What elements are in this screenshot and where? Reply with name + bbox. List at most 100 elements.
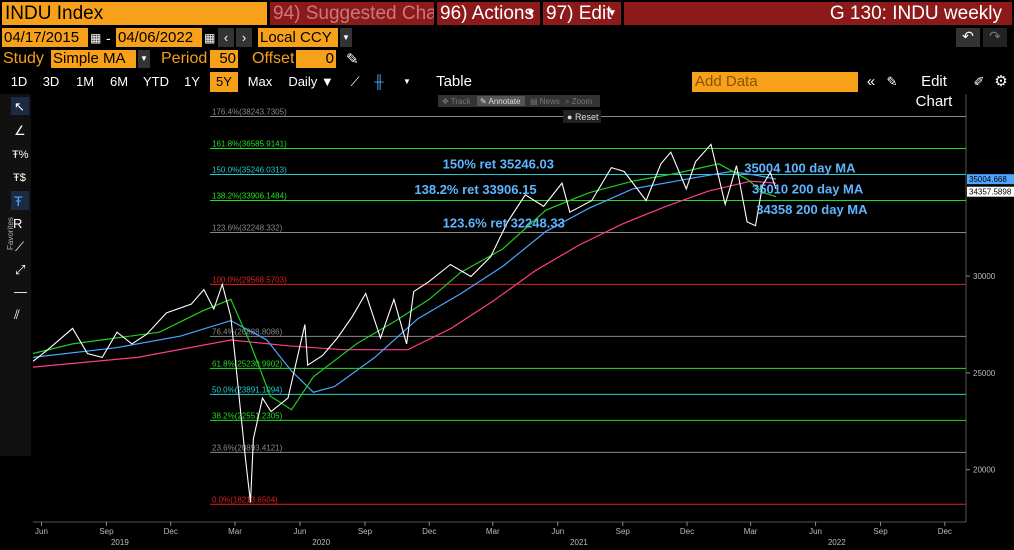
suggested-charts-menu[interactable]: 94) Suggested Charts: [270, 2, 434, 25]
x-tick-label: Dec: [938, 527, 952, 536]
ray-tool-icon[interactable]: ⤢: [15, 262, 25, 277]
next-button[interactable]: ›: [236, 28, 252, 47]
track-button[interactable]: ✥ Track: [442, 97, 471, 106]
chart-type-dropdown-icon[interactable]: ▼: [403, 77, 411, 86]
pencil-icon[interactable]: ✎: [346, 51, 359, 68]
annotation-text[interactable]: 34358 200 day MA: [756, 202, 868, 217]
news-button[interactable]: ▤ News: [530, 97, 560, 106]
period-max[interactable]: Max: [247, 74, 273, 89]
annotation-text[interactable]: 35004 100 day MA: [744, 160, 856, 175]
x-year-label: 2022: [828, 538, 846, 547]
redo-icon[interactable]: ↷: [983, 28, 1007, 47]
add-data-input[interactable]: Add Data: [692, 72, 858, 92]
x-tick-label: Sep: [99, 527, 114, 536]
actions-menu[interactable]: 96) Actions ▼: [437, 2, 540, 25]
bar-chart-icon[interactable]: ╫: [374, 74, 384, 89]
ma50-line: [32, 163, 777, 411]
last-value-labels: 35004.668 34357.5898: [967, 174, 1014, 197]
edit-style-icon[interactable]: ✐: [973, 74, 985, 89]
x-tick-label: Jun: [551, 527, 564, 536]
annotation-text[interactable]: 150% ret 35246.03: [443, 157, 554, 172]
fib-level-label: 161.8%(36585.9141): [212, 140, 287, 149]
period-1d[interactable]: 1D: [10, 74, 28, 89]
fib-percent-tool-icon[interactable]: Ŧ%: [12, 149, 29, 161]
study-dropdown-button[interactable]: ▼: [138, 50, 150, 68]
fib-level-label: 76.4%(26888.8086): [212, 327, 283, 336]
x-tick-label: Dec: [422, 527, 436, 536]
security-field[interactable]: INDU Index: [2, 2, 267, 25]
annotation-text[interactable]: 138.2% ret 33906.15: [414, 182, 536, 197]
retracement-r-icon[interactable]: R: [13, 216, 22, 231]
last-value-label: 34357.5898: [969, 188, 1012, 197]
study-select[interactable]: Simple MA: [51, 50, 136, 68]
last-value-box: [967, 174, 1014, 185]
chart-mini-toolbar: ✥ Track ✎ Annotate ▤ News ⌕ Zoom ● Reset: [438, 95, 601, 123]
x-tick-label: Dec: [680, 527, 694, 536]
start-date-field[interactable]: 04/17/2015: [2, 28, 88, 47]
prev-button[interactable]: ‹: [218, 28, 234, 47]
x-year-label: 2021: [570, 538, 588, 547]
last-value-label: 35004.668: [969, 175, 1007, 184]
edit-label: 97) Edit: [546, 3, 612, 24]
table-button[interactable]: Table: [436, 73, 472, 90]
price-line: [32, 143, 777, 503]
channel-tool-icon[interactable]: ⫽: [13, 307, 20, 322]
line-chart-icon[interactable]: ⟋: [350, 74, 360, 89]
annotations: 150% ret 35246.03 138.2% ret 33906.15 123.…: [414, 157, 868, 231]
chart-canvas[interactable]: 176.4%(38243.7305) 161.8%(36585.9141) 150.…: [0, 94, 1014, 550]
favorites-label: Favorites: [6, 217, 15, 250]
fib-levels: 176.4%(38243.7305) 161.8%(36585.9141) 150.…: [33, 94, 967, 523]
fib-level-label: 50.0%(23891.1094): [212, 385, 283, 394]
x-tick-label: Mar: [486, 527, 500, 536]
period-toolbar: 1D 3D 1M 6M YTD 1Y 5Y Max Daily ▼ ⟋ ╫ ▼ …: [0, 70, 1014, 110]
offset-label: Offset: [252, 50, 295, 67]
drawing-toolbar: ↖ ∠ Ŧ% Ŧ$ Ŧ R Favorites ⟋ ⤢ — ⫽: [0, 94, 31, 456]
reset-bg: [563, 110, 601, 123]
x-tick-label: Jun: [294, 527, 307, 536]
line-tool-icon[interactable]: ∠: [14, 123, 26, 138]
fib-level-label: 123.6%(32248.332): [212, 224, 283, 233]
fib-level-label: 150.0%(35246.0313): [212, 165, 287, 174]
horizontal-line-icon[interactable]: —: [14, 284, 27, 299]
annotate-bg: [477, 96, 525, 106]
x-year-label: 2019: [111, 538, 129, 547]
collapse-icon[interactable]: «: [866, 73, 876, 90]
annotation-text[interactable]: 123.6% ret 32248.33: [443, 216, 565, 231]
frequency-select[interactable]: Daily ▼: [288, 74, 334, 89]
actions-label: 96) Actions: [440, 3, 534, 24]
fib-dollar-tool-icon[interactable]: Ŧ$: [13, 172, 26, 184]
offset-input[interactable]: 0: [296, 50, 336, 68]
x-tick-label: Sep: [616, 527, 631, 536]
trend-line-icon[interactable]: ⟋: [15, 239, 25, 254]
period-3d[interactable]: 3D: [42, 74, 60, 89]
edit-menu[interactable]: 97) Edit ▼: [543, 2, 621, 25]
period-input[interactable]: 50: [210, 50, 238, 68]
reset-button[interactable]: ● Reset: [567, 112, 599, 122]
annotation-text[interactable]: 35010 200 day MA: [752, 181, 864, 196]
period-1m[interactable]: 1M: [75, 74, 95, 89]
calendar-icon[interactable]: ▦: [90, 31, 102, 45]
y-tick-label: 30000: [973, 272, 996, 281]
pointer-tool[interactable]: [11, 97, 29, 115]
calendar-icon[interactable]: ▦: [204, 31, 216, 45]
period-6m[interactable]: 6M: [109, 74, 129, 89]
gear-icon[interactable]: ⚙: [994, 73, 1008, 90]
annotate-button[interactable]: ✎ Annotate: [480, 97, 521, 106]
currency-dropdown-button[interactable]: ▼: [340, 28, 352, 47]
period-ytd[interactable]: YTD: [143, 74, 169, 89]
currency-select[interactable]: Local CCY: [258, 28, 338, 47]
edit-chart-button[interactable]: Edit Chart: [915, 73, 953, 110]
fib-retracement-icon: Ŧ: [14, 193, 23, 209]
period-1y[interactable]: 1Y: [184, 74, 200, 89]
zoom-button[interactable]: ⌕ Zoom: [565, 97, 592, 106]
x-axis: Jun Sep Dec Mar Jun Sep Dec Mar Jun Sep Dec Mar Jun S…: [35, 522, 952, 547]
study-bar: Study Simple MA ▼ Period 50 Offset 0 ✎: [0, 48, 1014, 70]
fib-retracement-tool[interactable]: [11, 191, 29, 210]
study-label: Study: [3, 50, 44, 67]
end-date-field[interactable]: 04/06/2022: [116, 28, 202, 47]
period-5y[interactable]: 5Y: [210, 72, 238, 92]
undo-icon[interactable]: ↶: [956, 28, 980, 47]
x-tick-label: Sep: [873, 527, 888, 536]
y-tick-label: 20000: [973, 466, 996, 475]
pencil-icon[interactable]: ✎: [886, 74, 898, 89]
